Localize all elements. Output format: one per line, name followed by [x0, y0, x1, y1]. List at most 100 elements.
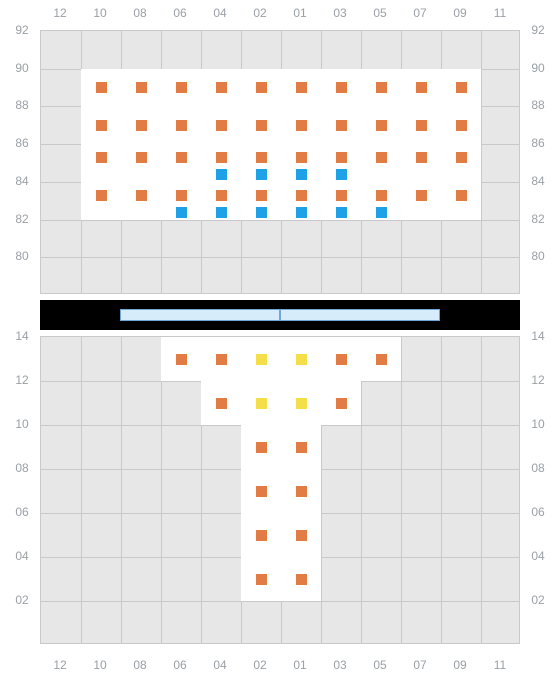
- seat-cell[interactable]: [361, 144, 401, 182]
- seat-cell[interactable]: [241, 557, 281, 601]
- seat-marker: [136, 82, 147, 93]
- col-label-top: 07: [400, 6, 440, 20]
- seat-cell[interactable]: [81, 144, 121, 182]
- seat-marker: [456, 152, 467, 163]
- seat-cell[interactable]: [241, 337, 281, 381]
- seat-cell[interactable]: [281, 381, 321, 425]
- seat-marker: [256, 120, 267, 131]
- row-label-right: 06: [526, 505, 550, 519]
- seat-marker: [176, 354, 187, 365]
- seat-cell[interactable]: [281, 144, 321, 182]
- row-label-left: 08: [10, 461, 34, 475]
- row-label-right: 08: [526, 461, 550, 475]
- seat-marker: [96, 152, 107, 163]
- seat-cell[interactable]: [161, 144, 201, 182]
- seat-marker: [296, 354, 307, 365]
- seat-cell[interactable]: [161, 106, 201, 144]
- seat-cell[interactable]: [361, 337, 401, 381]
- seat-cell[interactable]: [121, 69, 161, 107]
- seat-marker: [376, 207, 387, 218]
- seat-marker: [216, 169, 227, 180]
- seat-marker: [296, 169, 307, 180]
- seat-cell[interactable]: [321, 337, 361, 381]
- seat-cell[interactable]: [401, 69, 441, 107]
- seat-cell[interactable]: [321, 144, 361, 182]
- seat-cell[interactable]: [281, 337, 321, 381]
- seat-cell[interactable]: [241, 106, 281, 144]
- seat-cell[interactable]: [161, 182, 201, 220]
- seat-cell[interactable]: [441, 106, 481, 144]
- row-label-right: 14: [526, 329, 550, 343]
- seat-cell[interactable]: [321, 182, 361, 220]
- seat-cell[interactable]: [321, 381, 361, 425]
- grid-hline: [41, 601, 519, 602]
- seat-cell[interactable]: [361, 69, 401, 107]
- col-label-top: 01: [280, 6, 320, 20]
- col-label-bottom: 10: [80, 658, 120, 672]
- row-label-left: 12: [10, 373, 34, 387]
- seat-cell[interactable]: [281, 513, 321, 557]
- seat-cell[interactable]: [281, 425, 321, 469]
- seat-cell[interactable]: [121, 144, 161, 182]
- seat-cell[interactable]: [281, 106, 321, 144]
- seat-cell[interactable]: [201, 182, 241, 220]
- seat-marker: [176, 152, 187, 163]
- seat-cell[interactable]: [201, 337, 241, 381]
- seat-marker: [176, 190, 187, 201]
- seat-cell[interactable]: [161, 337, 201, 381]
- seat-cell[interactable]: [281, 557, 321, 601]
- seating-chart: 1212101008080606040402020101030305050707…: [0, 0, 560, 680]
- seat-cell[interactable]: [201, 381, 241, 425]
- seat-cell[interactable]: [361, 182, 401, 220]
- seat-cell[interactable]: [321, 106, 361, 144]
- seat-marker: [96, 82, 107, 93]
- seat-cell[interactable]: [281, 69, 321, 107]
- grid-vline: [481, 31, 482, 293]
- row-label-left: 88: [10, 98, 34, 112]
- seat-cell[interactable]: [161, 69, 201, 107]
- col-label-bottom: 08: [120, 658, 160, 672]
- seat-cell[interactable]: [81, 69, 121, 107]
- seat-cell[interactable]: [241, 469, 281, 513]
- seat-cell[interactable]: [81, 106, 121, 144]
- seat-cell[interactable]: [401, 144, 441, 182]
- seat-cell[interactable]: [201, 69, 241, 107]
- seat-cell[interactable]: [241, 69, 281, 107]
- seat-marker: [376, 152, 387, 163]
- seat-cell[interactable]: [321, 69, 361, 107]
- seat-cell[interactable]: [241, 144, 281, 182]
- seat-cell[interactable]: [281, 182, 321, 220]
- seat-marker: [416, 190, 427, 201]
- seat-cell[interactable]: [241, 513, 281, 557]
- grid-vline: [361, 337, 362, 643]
- seat-cell[interactable]: [441, 182, 481, 220]
- seat-cell[interactable]: [241, 381, 281, 425]
- col-label-top: 11: [480, 6, 520, 20]
- seat-cell[interactable]: [241, 425, 281, 469]
- col-label-bottom: 07: [400, 658, 440, 672]
- seat-cell[interactable]: [441, 69, 481, 107]
- seat-marker: [336, 207, 347, 218]
- col-label-bottom: 11: [480, 658, 520, 672]
- seat-cell[interactable]: [401, 106, 441, 144]
- goal-crease: [280, 309, 440, 321]
- seat-cell[interactable]: [241, 182, 281, 220]
- seat-cell[interactable]: [81, 182, 121, 220]
- grid-vline: [441, 337, 442, 643]
- seat-cell[interactable]: [401, 182, 441, 220]
- row-label-left: 90: [10, 61, 34, 75]
- grid-vline: [161, 337, 162, 643]
- row-label-left: 06: [10, 505, 34, 519]
- seat-cell[interactable]: [201, 106, 241, 144]
- rink-divider: [40, 300, 520, 330]
- seat-marker: [256, 354, 267, 365]
- seat-cell[interactable]: [281, 469, 321, 513]
- col-label-top: 05: [360, 6, 400, 20]
- seat-cell[interactable]: [361, 106, 401, 144]
- seat-marker: [336, 398, 347, 409]
- seat-cell[interactable]: [121, 182, 161, 220]
- seat-cell[interactable]: [121, 106, 161, 144]
- seat-cell[interactable]: [441, 144, 481, 182]
- seat-cell[interactable]: [201, 144, 241, 182]
- row-label-left: 86: [10, 136, 34, 150]
